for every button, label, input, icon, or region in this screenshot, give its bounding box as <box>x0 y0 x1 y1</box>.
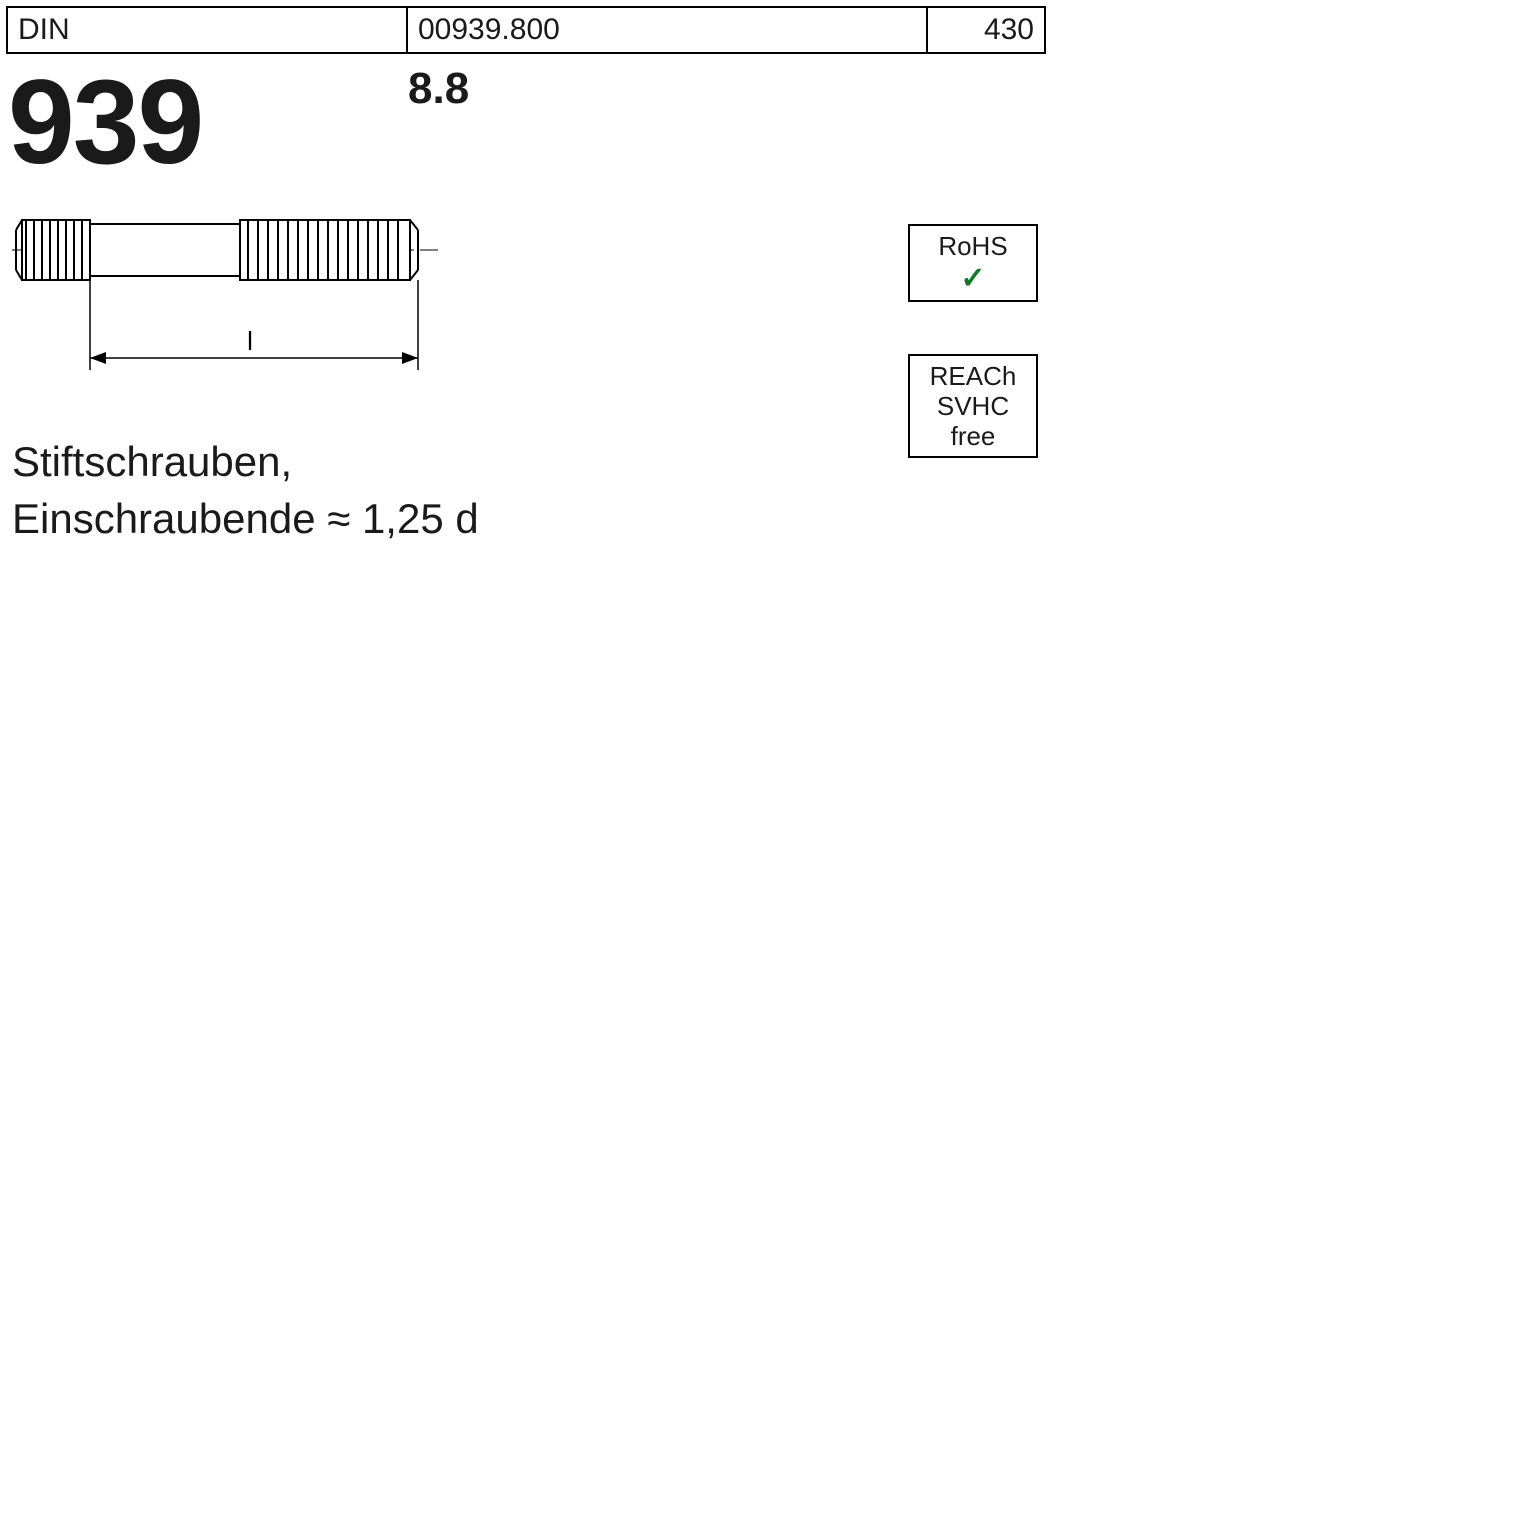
header-code-value: 00939.800 <box>418 13 560 47</box>
standard-number: 939 <box>8 62 1046 182</box>
header-page-value: 430 <box>984 13 1034 47</box>
description-line-1: Stiftschrauben, <box>12 434 479 491</box>
check-icon: ✓ <box>918 262 1028 297</box>
dimension-label-l: l <box>247 326 253 356</box>
stud-drawing: l <box>12 202 452 402</box>
rohs-label: RoHS <box>918 232 1028 262</box>
header-standard-cell: DIN <box>8 8 408 52</box>
header-code-cell: 00939.800 <box>408 8 928 52</box>
header-page-cell: 430 <box>928 8 1044 52</box>
header-standard-label: DIN <box>18 13 70 47</box>
reach-line-3: free <box>918 422 1028 452</box>
description-line-2: Einschraubende ≈ 1,25 d <box>12 491 479 548</box>
datasheet-page: DIN 00939.800 430 939 8.8 <box>6 6 1046 1046</box>
reach-badge: REACh SVHC free <box>908 354 1038 458</box>
description-block: Stiftschrauben, Einschraubende ≈ 1,25 d <box>12 434 479 547</box>
reach-line-1: REACh <box>918 362 1028 392</box>
strength-grade: 8.8 <box>408 64 469 114</box>
header-row: DIN 00939.800 430 <box>6 6 1046 54</box>
reach-line-2: SVHC <box>918 392 1028 422</box>
rohs-badge: RoHS ✓ <box>908 224 1038 302</box>
